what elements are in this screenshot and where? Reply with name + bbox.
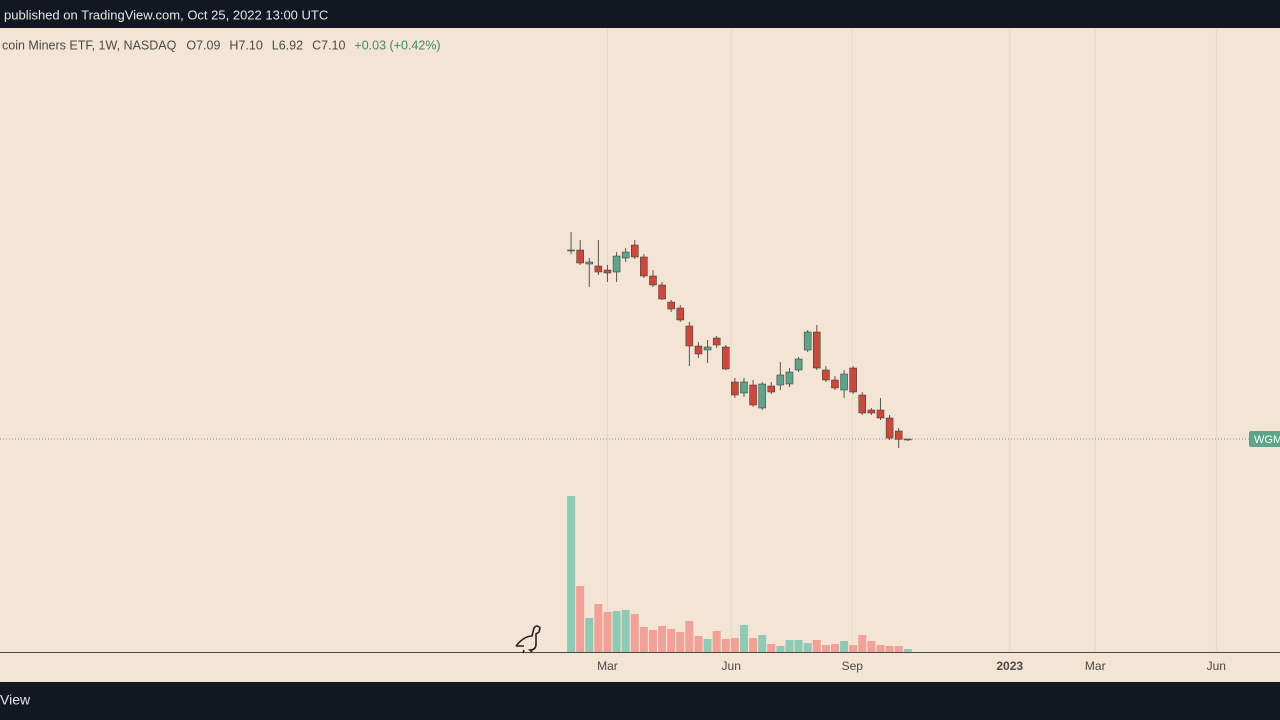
volume-bar bbox=[785, 640, 794, 652]
x-tick-label: Mar bbox=[597, 659, 618, 673]
candle-body bbox=[876, 409, 885, 419]
volume-bar bbox=[630, 614, 639, 652]
candle-body bbox=[749, 384, 757, 406]
volume-bar bbox=[758, 635, 767, 652]
volume-bar bbox=[849, 645, 858, 652]
volume-bar bbox=[639, 627, 648, 652]
volume-bar bbox=[712, 631, 721, 652]
header-value: O7.09 bbox=[186, 38, 220, 52]
candle-body bbox=[712, 337, 721, 346]
volume-bar bbox=[876, 645, 885, 652]
candle-body bbox=[858, 394, 867, 414]
candle-body bbox=[794, 358, 803, 371]
volume-bar bbox=[803, 643, 812, 652]
candle-body bbox=[822, 369, 830, 381]
x-tick-label: Sep bbox=[842, 659, 864, 673]
volume-bar bbox=[903, 649, 912, 652]
bottom-bar bbox=[0, 682, 1280, 720]
chart-area bbox=[0, 28, 1280, 682]
candle-body bbox=[894, 430, 903, 440]
header-value: +0.03 (+0.42%) bbox=[354, 38, 440, 52]
header-value: L6.92 bbox=[272, 38, 303, 52]
volume-bar bbox=[739, 625, 748, 652]
x-tick-label: Mar bbox=[1085, 659, 1106, 673]
candle-body bbox=[722, 346, 730, 370]
candle-body bbox=[831, 379, 839, 389]
dino-icon bbox=[515, 625, 541, 654]
candle-body bbox=[703, 346, 712, 351]
header: coin Miners ETF, 1W, NASDAQ O7.09 H7.10 L6… bbox=[2, 38, 441, 52]
candle-body bbox=[885, 417, 894, 439]
candle-body bbox=[685, 325, 694, 347]
candle-body bbox=[603, 269, 612, 274]
volume-bar bbox=[703, 639, 712, 652]
volume-bar bbox=[776, 646, 785, 652]
chart-title: coin Miners ETF, 1W, NASDAQ bbox=[2, 38, 177, 52]
volume-bar bbox=[858, 635, 867, 652]
volume-bar bbox=[821, 645, 830, 652]
candle-body bbox=[649, 275, 657, 286]
volume-bar bbox=[621, 610, 630, 652]
candle-body bbox=[731, 381, 739, 396]
volume-bar bbox=[794, 640, 803, 652]
candle-body bbox=[594, 265, 603, 273]
candle-body bbox=[849, 367, 857, 393]
volume-bar bbox=[894, 646, 903, 652]
volume-bar bbox=[840, 641, 849, 652]
candle-body bbox=[840, 373, 848, 391]
published-note: published on TradingView.com, Oct 25, 20… bbox=[4, 7, 328, 22]
x-tick-label: Jun bbox=[722, 659, 741, 673]
volume-bar bbox=[694, 636, 703, 652]
volume-bar bbox=[685, 621, 694, 652]
candle-body bbox=[576, 249, 584, 264]
candle-body bbox=[904, 438, 912, 441]
x-tick-label: 2023 bbox=[996, 659, 1023, 673]
volume-bar bbox=[885, 646, 894, 652]
candle-body bbox=[803, 331, 812, 351]
candle-body bbox=[776, 374, 785, 386]
candle-body bbox=[567, 249, 575, 252]
header-value: H7.10 bbox=[229, 38, 262, 52]
x-tick-label: Jun bbox=[1207, 659, 1226, 673]
candle-body bbox=[867, 409, 876, 414]
volume-bar bbox=[749, 638, 758, 652]
top-bar bbox=[0, 0, 1280, 28]
price-tag-label: WGM bbox=[1254, 434, 1280, 446]
candle-body bbox=[813, 331, 821, 369]
candle-body bbox=[785, 371, 794, 385]
volume-bar bbox=[830, 644, 839, 652]
price-tag bbox=[1249, 431, 1280, 447]
candle-body bbox=[621, 251, 630, 259]
candle-body bbox=[667, 301, 675, 310]
candle-body bbox=[658, 284, 666, 300]
candle-body bbox=[758, 383, 766, 409]
volume-bar bbox=[594, 604, 603, 652]
candle-body bbox=[740, 381, 748, 394]
candle-body bbox=[676, 307, 685, 321]
volume-bar bbox=[585, 618, 594, 652]
volume-bar bbox=[567, 496, 576, 652]
candle-body bbox=[585, 261, 594, 265]
volume-bar bbox=[612, 611, 621, 652]
candle-body bbox=[612, 255, 621, 273]
candle-body bbox=[640, 256, 648, 277]
footer: View bbox=[0, 692, 31, 708]
candle-body bbox=[767, 385, 776, 393]
volume-bar bbox=[867, 641, 876, 652]
volume-bar bbox=[812, 640, 821, 652]
volume-bar bbox=[648, 630, 657, 652]
volume-bar bbox=[576, 586, 585, 652]
volume-bar bbox=[603, 612, 612, 652]
volume-bar bbox=[767, 644, 776, 652]
volume-bar bbox=[730, 638, 739, 652]
header-value: C7.10 bbox=[312, 38, 345, 52]
volume-bar bbox=[676, 632, 685, 652]
volume-bar bbox=[658, 626, 667, 652]
volume-bar bbox=[721, 639, 730, 652]
volume-bar bbox=[667, 629, 676, 652]
candle-body bbox=[631, 244, 639, 258]
candle-body bbox=[694, 345, 703, 355]
